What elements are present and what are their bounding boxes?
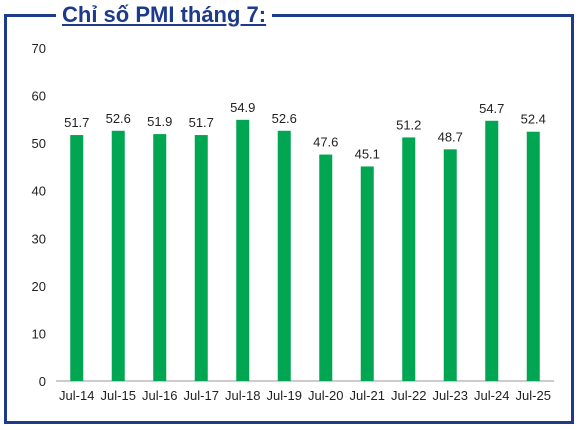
bar bbox=[526, 131, 540, 381]
bar bbox=[485, 120, 499, 381]
y-tick-label: 40 bbox=[32, 184, 46, 199]
data-label: 51.7 bbox=[64, 115, 89, 130]
data-label: 52.6 bbox=[272, 111, 297, 126]
y-tick-label: 50 bbox=[32, 136, 46, 151]
bars bbox=[70, 119, 540, 381]
bar bbox=[194, 135, 208, 381]
bar bbox=[277, 130, 291, 381]
bar bbox=[360, 166, 374, 381]
y-tick-label: 30 bbox=[32, 231, 46, 246]
data-label: 45.1 bbox=[355, 146, 380, 161]
x-tick-label: Jul-14 bbox=[59, 388, 94, 403]
bar bbox=[402, 137, 416, 381]
x-tick-label: Jul-25 bbox=[516, 388, 551, 403]
bar bbox=[443, 149, 457, 381]
x-tick-label: Jul-20 bbox=[308, 388, 343, 403]
data-label: 48.7 bbox=[438, 129, 463, 144]
data-label: 52.6 bbox=[106, 111, 131, 126]
x-tick-label: Jul-22 bbox=[391, 388, 426, 403]
data-label: 51.9 bbox=[147, 114, 172, 129]
data-label: 51.7 bbox=[189, 115, 214, 130]
chart-frame bbox=[4, 14, 574, 424]
data-label: 47.6 bbox=[313, 135, 338, 150]
bar bbox=[319, 154, 333, 381]
bar bbox=[111, 130, 125, 381]
bar bbox=[153, 134, 167, 381]
x-tick-label: Jul-17 bbox=[184, 388, 219, 403]
data-label: 52.4 bbox=[521, 112, 546, 127]
y-tick-label: 70 bbox=[32, 41, 46, 56]
x-tick-label: Jul-24 bbox=[474, 388, 509, 403]
bar bbox=[70, 135, 84, 381]
data-labels: 51.7 52.6 51.9 51.7 54.9 52.6 47.6 45.1 51.2 48.7… bbox=[64, 100, 546, 162]
x-tick-label: Jul-21 bbox=[350, 388, 385, 403]
bar bbox=[236, 119, 250, 381]
y-axis-ticks: 0 10 20 30 40 50 60 70 bbox=[32, 41, 46, 389]
x-tick-label: Jul-19 bbox=[267, 388, 302, 403]
x-tick-label: Jul-23 bbox=[433, 388, 468, 403]
data-label: 54.9 bbox=[230, 100, 255, 115]
x-axis-ticks: Jul-14 Jul-15 Jul-16 Jul-17 Jul-18 Jul-19 Jul-… bbox=[59, 388, 551, 403]
chart-title: Chỉ số PMI tháng 7: bbox=[62, 2, 267, 27]
y-tick-label: 60 bbox=[32, 89, 46, 104]
data-label: 54.7 bbox=[479, 101, 504, 116]
x-tick-label: Jul-15 bbox=[101, 388, 136, 403]
data-label: 51.2 bbox=[396, 117, 421, 132]
x-tick-label: Jul-18 bbox=[225, 388, 260, 403]
y-tick-label: 0 bbox=[39, 374, 46, 389]
x-tick-label: Jul-16 bbox=[142, 388, 177, 403]
y-tick-label: 10 bbox=[32, 326, 46, 341]
y-tick-label: 20 bbox=[32, 279, 46, 294]
title-box: Chỉ số PMI tháng 7: bbox=[56, 2, 273, 28]
